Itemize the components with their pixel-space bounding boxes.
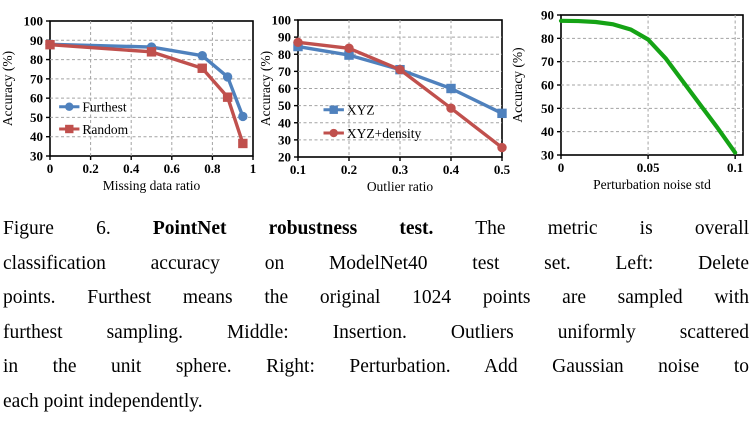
legend-label: XYZ [347,103,375,118]
legend-marker [65,124,74,134]
data-point-XYZ+density [497,142,507,153]
y-tick-label: 60 [30,91,43,106]
y-tick-label: 90 [278,30,291,45]
data-point-Random [197,63,207,73]
y-tick-label: 60 [278,81,291,96]
x-tick-label: 0.1 [290,162,306,177]
legend-label: Furthest [82,100,127,115]
x-tick-label: 0.6 [164,161,181,176]
y-tick-label: 100 [272,13,292,28]
y-tick-label: 70 [541,54,554,69]
y-tick-label: 50 [30,110,43,125]
legend-marker [329,128,338,138]
y-tick-label: 40 [541,124,554,139]
legend-label: Random [82,122,128,137]
data-point-Random [45,40,55,50]
y-tick-label: 50 [541,101,554,116]
x-tick-label: 0.2 [341,162,357,177]
x-tick-label: 0.8 [204,161,221,176]
y-axis-title: Accuracy (%) [510,47,525,122]
data-point-Random [146,47,157,57]
data-point-Furthest [238,111,248,122]
caption-line-4: furthest sampling. Middle: Insertion. Ou… [3,321,749,343]
y-tick-label: 80 [541,31,554,46]
legend-label: XYZ+density [347,126,422,141]
x-axis-title: Perturbation noise std [593,177,711,192]
y-axis-title: Accuracy (%) [0,51,15,126]
caption-line-1-rest: The metric is overall [475,218,749,239]
data-point-Furthest [197,51,207,61]
data-point-Random [222,92,233,102]
chart-missing-data-ratio: 0 0.2 0.4 0.6 0.8 1 30 40 50 60 70 80 90 100 Missing d… [0,14,257,194]
x-axis-title: Missing data ratio [103,178,201,193]
y-tick-label: 70 [30,71,43,86]
caption-title: PointNet robustness test. [152,218,434,239]
y-axis-title: Accuracy (%) [260,51,273,126]
x-tick-label: 1 [250,161,257,176]
data-point-XYZ [344,50,354,60]
y-tick-label: 80 [30,52,43,67]
y-tick-label: 100 [24,14,44,29]
caption-line-6: each point independently. [3,390,203,412]
x-tick-label: 0 [558,160,565,175]
x-tick-label: 0.1 [727,160,743,175]
data-point-XYZ [446,83,456,94]
y-tick-label: 30 [541,148,554,163]
y-tick-label: 40 [30,129,43,144]
series-line-accuracy [558,18,738,155]
y-tick-label: 90 [541,8,554,23]
y-tick-label: 40 [278,115,291,130]
data-point-XYZ [497,108,507,119]
plot-border [49,20,254,157]
x-tick-label: 0.05 [637,160,660,175]
x-tick-label: 0.4 [123,161,140,176]
y-tick-label: 80 [278,47,291,62]
caption-line-2: classification accuracy on ModelNet40 te… [3,252,749,274]
data-point-XYZ+density [395,64,405,75]
caption-line-1: Figure 6. PointNet robustness test. The … [3,212,749,247]
y-tick-label: 30 [278,132,291,147]
y-tick-label: 90 [30,33,43,48]
x-tick-label: 0.2 [82,161,98,176]
legend-marker [65,102,74,111]
y-tick-label: 60 [541,78,554,93]
chart-outlier-ratio: 0.1 0.2 0.3 0.4 0.5 20 30 40 50 60 70 80 90 100 Outlie… [260,13,510,195]
data-point-Random [238,138,248,149]
caption-line-3: points. Furthest means the original 1024… [3,287,749,309]
y-tick-label: 30 [30,149,43,164]
x-tick-label: 0.5 [494,162,510,177]
x-tick-label: 0 [47,161,54,176]
caption-figure-number: Figure 6. [3,218,111,239]
data-point-XYZ+density [344,43,354,53]
caption-line-5: in the unit sphere. Right: Perturbation.… [3,356,749,378]
x-axis-title: Outlier ratio [367,179,434,194]
data-point-XYZ+density [446,103,456,113]
x-tick-label: 0.3 [392,162,409,177]
chart-perturbation-noise-std: 0 0.05 0.1 30 40 50 60 70 80 90 Perturbation noise… [510,8,744,192]
data-point-Furthest [222,72,233,82]
legend-marker [329,105,338,114]
x-tick-label: 0.4 [443,162,460,177]
y-tick-label: 50 [278,98,291,113]
figure-caption: Figure 6. PointNet robustness test. The … [3,212,749,420]
data-point-XYZ+density [293,37,303,47]
y-tick-label: 20 [278,150,291,165]
y-tick-label: 70 [278,64,291,79]
